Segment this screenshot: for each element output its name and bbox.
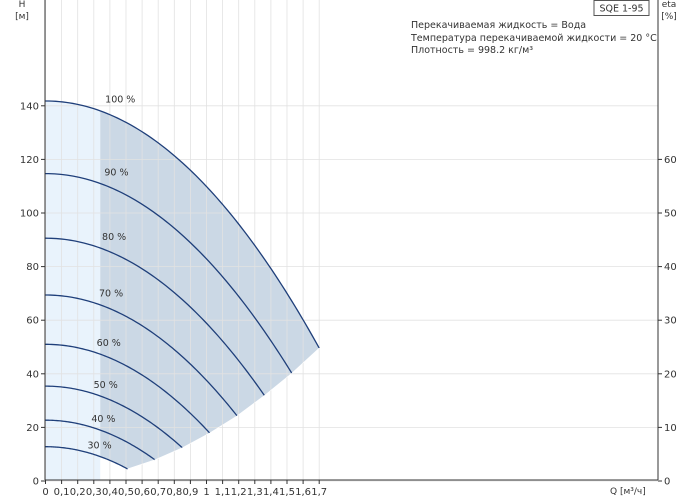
curve-label: 60 % <box>97 338 121 349</box>
operating-region <box>100 110 320 469</box>
speed-curve <box>45 100 320 349</box>
x-tick-label: 1,4 <box>263 487 279 498</box>
x-tick-label: 0,2 <box>70 487 86 498</box>
y-axis-title: H <box>19 0 26 10</box>
y2-axis-title: eta <box>662 0 677 10</box>
y-tick-label: 40 <box>26 369 39 380</box>
x-tick-label: 1,5 <box>279 487 295 498</box>
info-line-density: Плотность = 998.2 кг/м³ <box>411 45 533 56</box>
y2-tick-label: 10 <box>664 423 677 434</box>
low-flow-region <box>45 100 101 481</box>
x-tick-label: 1,6 <box>295 487 311 498</box>
x-tick-label: 0,1 <box>54 487 70 498</box>
y-tick-label: 140 <box>20 101 39 112</box>
y-tick-label: 100 <box>20 209 39 220</box>
x-tick-label: 1,1 <box>215 487 231 498</box>
y-tick-label: 0 <box>33 477 39 488</box>
x-tick-label: 0,8 <box>166 487 182 498</box>
speed-curve <box>45 343 211 434</box>
speed-curve <box>45 385 183 449</box>
info-line-temperature: Температура перекачиваемой жидкости = 20… <box>410 33 657 44</box>
y2-tick-label: 40 <box>664 262 677 273</box>
x-tick-label: 0,9 <box>182 487 198 498</box>
curve-label: 40 % <box>91 414 115 425</box>
x-tick-label: 1,7 <box>311 487 327 498</box>
x-tick-label: 0,6 <box>134 487 150 498</box>
operating-boundary <box>127 347 320 470</box>
y-tick-label: 80 <box>26 262 39 273</box>
y-tick-label: 120 <box>20 155 39 166</box>
speed-curve <box>45 172 293 374</box>
model-label-box <box>593 0 650 16</box>
curve-label: 50 % <box>94 380 118 391</box>
curve-label: 100 % <box>105 95 135 106</box>
x-tick-label: 0,7 <box>150 487 166 498</box>
y-tick-label: 60 <box>26 316 39 327</box>
speed-curve <box>45 419 156 461</box>
x-tick-label: 0,4 <box>102 487 118 498</box>
x-tick-label: 0 <box>42 487 48 498</box>
x-tick-label: 0,3 <box>86 487 102 498</box>
info-line-fluid: Перекачиваемая жидкость = Вода <box>411 20 586 31</box>
y-tick-label: 20 <box>26 423 39 434</box>
x-axis-title: Q [м³/ч] <box>610 487 646 497</box>
speed-curve <box>45 237 265 396</box>
model-label: SQE 1-95 <box>599 4 643 15</box>
curve-label: 70 % <box>99 289 123 300</box>
y2-tick-label: 20 <box>664 369 677 380</box>
speed-curve <box>45 446 128 470</box>
speed-curve <box>45 294 238 417</box>
y2-tick-label: 50 <box>664 209 677 220</box>
curve-label: 80 % <box>102 232 126 243</box>
curve-label: 30 % <box>87 440 111 451</box>
curve-label: 90 % <box>104 167 128 178</box>
y-axis-unit: [м] <box>15 12 29 22</box>
y2-tick-label: 0 <box>664 477 670 488</box>
x-tick-label: 1,2 <box>231 487 247 498</box>
y2-axis-unit: [%] <box>661 12 677 22</box>
y2-tick-label: 60 <box>664 155 677 166</box>
y2-tick-label: 30 <box>664 316 677 327</box>
x-tick-label: 1,3 <box>247 487 263 498</box>
x-tick-label: 0,5 <box>118 487 134 498</box>
x-tick-label: 1 <box>203 487 209 498</box>
